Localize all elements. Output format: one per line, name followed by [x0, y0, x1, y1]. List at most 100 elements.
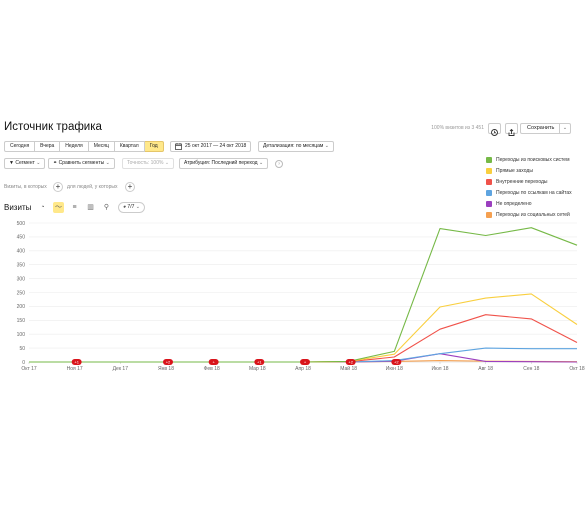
- y-tick-label: 350: [17, 263, 26, 269]
- annotation-label: +2: [348, 360, 353, 365]
- calendar-icon: [175, 143, 182, 150]
- add-visit-condition-button[interactable]: +: [53, 182, 63, 192]
- annotation-label: +2: [394, 360, 399, 365]
- x-tick-label: Май 18: [340, 365, 357, 372]
- save-label: Сохранить: [527, 125, 555, 131]
- annotation-label: +1: [74, 360, 79, 365]
- series-line: [29, 314, 578, 363]
- legend-item[interactable]: Внутренние переходы: [486, 176, 584, 187]
- legend-checkbox[interactable]: [486, 178, 492, 185]
- segment-button[interactable]: ▼ Сегмент ⌄: [4, 158, 46, 169]
- annotation-marker: [391, 359, 402, 365]
- info-icon[interactable]: ?: [275, 160, 283, 168]
- x-tick-label: Ноя 17: [67, 366, 83, 372]
- legend-label: Переходы из социальных сетей: [496, 211, 570, 218]
- compare-label: Сравнить сегменты: [58, 160, 105, 166]
- x-tick-label: Июл 18: [431, 366, 448, 372]
- y-tick-label: 200: [17, 304, 26, 310]
- period-5-button[interactable]: Год: [144, 141, 164, 152]
- annotation-label: +2: [166, 360, 171, 365]
- annotation-marker: [300, 359, 310, 365]
- detail-label: Детализация: по месяцам: [263, 143, 324, 149]
- y-tick-label: 450: [17, 235, 26, 241]
- period-2-button[interactable]: Неделя: [60, 141, 89, 152]
- chevron-down-icon: ⌄: [105, 160, 110, 166]
- save-report-button[interactable]: Сохранить ⌄: [520, 123, 571, 134]
- y-tick-label: 500: [17, 221, 26, 227]
- annotation-label: +: [304, 360, 307, 365]
- series-selector-icon: ◕: [123, 204, 127, 210]
- accuracy-dropdown[interactable]: Точность: 100% ⌄: [122, 158, 175, 169]
- y-tick-label: 50: [19, 346, 25, 352]
- legend-label: Переходы по ссылкам на сайтах: [496, 189, 572, 196]
- page-title: Источник трафика: [4, 121, 102, 133]
- sample-info[interactable]: 100% визитов из 3 451: [431, 125, 484, 131]
- annotation-label: +: [212, 360, 215, 365]
- detail-dropdown[interactable]: Детализация: по месяцам ⌄: [258, 141, 334, 152]
- compare-segments-icon: ⚭: [53, 160, 58, 166]
- date-range-picker[interactable]: 25 окт 2017 — 24 окт 2018: [170, 141, 252, 152]
- annotation-marker: [345, 359, 356, 365]
- metric-title: Визиты: [4, 203, 32, 212]
- compare-segments-button[interactable]: ⚭ Сравнить сегменты ⌄: [48, 158, 115, 169]
- x-tick-label: Июн 18: [386, 366, 403, 372]
- x-tick-label: Мар 18: [249, 366, 266, 372]
- annotation-marker: [254, 359, 265, 365]
- x-tick-label: Окт 17: [21, 366, 37, 372]
- export-icon: [508, 128, 515, 136]
- series-selector[interactable]: ◕ 7/7 ⌄: [118, 202, 145, 213]
- line-chart-icon[interactable]: 〜: [53, 202, 64, 213]
- clock-icon: [491, 129, 498, 136]
- chevron-down-icon: ⌄: [258, 160, 264, 166]
- y-tick-label: 300: [17, 276, 26, 282]
- legend-checkbox[interactable]: [486, 200, 492, 207]
- legend-checkbox[interactable]: [486, 211, 492, 218]
- stacked-area-icon[interactable]: ≡: [72, 204, 77, 211]
- y-tick-label: 100: [17, 332, 26, 338]
- chevron-down-icon: ⌄: [324, 143, 329, 149]
- y-tick-label: 250: [17, 290, 26, 296]
- period-1-button[interactable]: Вчера: [35, 141, 61, 152]
- series-count: 7/7: [127, 204, 135, 210]
- period-3-button[interactable]: Месяц: [88, 141, 115, 152]
- y-tick-label: 150: [17, 318, 26, 324]
- legend-item[interactable]: Переходы из социальных сетей: [486, 209, 584, 220]
- legend-item[interactable]: Прямые заходы: [486, 165, 584, 176]
- traffic-line-chart: 0 50 100 150 200 250 300 350 400 450 500 Окт 17 Ноя …: [17, 221, 585, 372]
- attribution-dropdown[interactable]: Атрибуция: Последний переход ⌄: [179, 158, 269, 169]
- attribution-label: Атрибуция: Последний переход: [184, 160, 258, 166]
- series-line: [29, 293, 578, 363]
- period-0-button[interactable]: Сегодня: [4, 141, 36, 152]
- y-tick-label: 400: [17, 249, 26, 255]
- save-dropdown-chevron-icon[interactable]: ⌄: [559, 124, 570, 133]
- x-tick-label: Дек 17: [113, 366, 129, 372]
- legend-item[interactable]: Не определено: [486, 198, 584, 209]
- chevron-down-icon: ⌄: [36, 160, 41, 166]
- legend-item[interactable]: Переходы из поисковых систем: [486, 154, 584, 165]
- legend-label: Внутренние переходы: [496, 178, 548, 185]
- legend-checkbox[interactable]: [486, 189, 492, 196]
- legend-label: Не определено: [496, 200, 532, 207]
- filter-icon: ▼: [9, 160, 14, 166]
- add-user-condition-button[interactable]: +: [125, 182, 135, 192]
- legend-item[interactable]: Переходы по ссылкам на сайтах: [486, 187, 584, 198]
- bar-chart-icon[interactable]: ▥: [87, 204, 94, 211]
- period-selector: Сегодня Вчера Неделя Месяц Квартал Год: [4, 141, 164, 152]
- pie-chart-icon[interactable]: ◔: [40, 204, 45, 211]
- x-tick-label: Авг 18: [478, 366, 493, 372]
- annotation-marker: [163, 359, 173, 365]
- legend-checkbox[interactable]: [486, 156, 492, 163]
- map-pin-icon[interactable]: ⚲: [103, 204, 110, 211]
- chevron-down-icon: ⌄: [135, 204, 140, 210]
- date-range-label: 25 окт 2017 — 24 окт 2018: [185, 143, 247, 149]
- history-button[interactable]: [488, 123, 501, 136]
- x-tick-label: Окт 18: [569, 366, 585, 372]
- export-button[interactable]: [505, 123, 518, 136]
- period-4-button[interactable]: Квартал: [114, 141, 145, 152]
- legend-label: Переходы из поисковых систем: [496, 156, 570, 163]
- x-tick-label: Фев 18: [204, 366, 220, 372]
- legend-checkbox[interactable]: [486, 167, 492, 174]
- accuracy-label: Точность: 100%: [127, 160, 164, 166]
- chart-legend: Переходы из поисковых систем Прямые заход…: [486, 154, 584, 220]
- annotation-marker: [208, 359, 219, 365]
